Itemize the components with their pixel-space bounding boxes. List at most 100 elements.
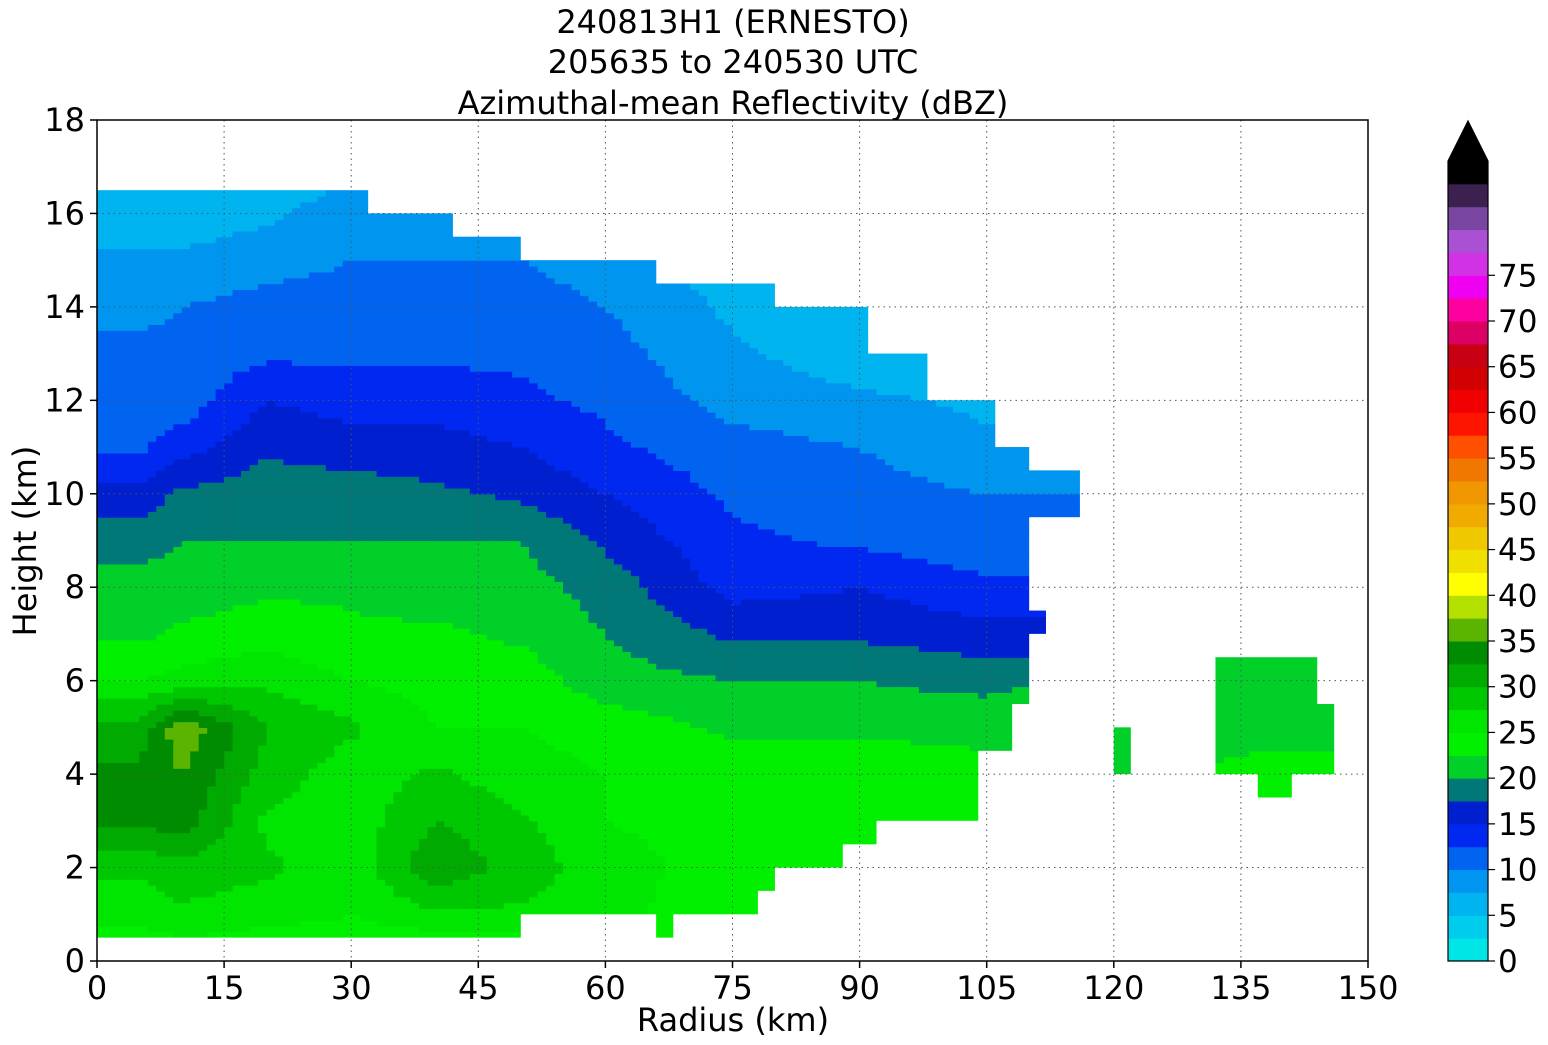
reflectivity-cell: [402, 610, 412, 618]
reflectivity-cell: [368, 505, 378, 512]
reflectivity-cell: [359, 540, 369, 547]
reflectivity-cell: [283, 324, 293, 331]
reflectivity-cell: [105, 283, 115, 290]
reflectivity-cell: [173, 236, 183, 244]
reflectivity-cell: [113, 306, 124, 314]
reflectivity-cell: [325, 809, 335, 816]
reflectivity-cell: [181, 394, 191, 401]
reflectivity-cell: [122, 201, 132, 209]
reflectivity-cell: [207, 616, 217, 623]
reflectivity-cell: [190, 505, 200, 512]
reflectivity-cell: [283, 709, 293, 717]
reflectivity-cell: [241, 441, 251, 448]
reflectivity-cell: [105, 458, 115, 466]
reflectivity-cell: [241, 306, 251, 314]
reflectivity-cell: [385, 680, 395, 688]
reflectivity-cell: [385, 593, 395, 600]
reflectivity-cell: [342, 750, 352, 758]
reflectivity-cell: [291, 341, 301, 349]
reflectivity-cell: [241, 558, 251, 565]
reflectivity-cell: [334, 855, 344, 863]
reflectivity-cell: [325, 879, 335, 886]
reflectivity-cell: [291, 511, 301, 518]
reflectivity-cell: [241, 826, 251, 834]
reflectivity-cell: [139, 855, 149, 863]
reflectivity-cell: [317, 260, 327, 267]
reflectivity-cell: [97, 663, 107, 670]
reflectivity-cell: [105, 254, 115, 261]
reflectivity-cell: [130, 785, 140, 793]
reflectivity-cell: [274, 593, 285, 600]
reflectivity-cell: [317, 668, 327, 676]
reflectivity-cell: [317, 704, 327, 711]
reflectivity-cell: [113, 604, 124, 612]
reflectivity-cell: [402, 902, 412, 910]
reflectivity-cell: [317, 832, 327, 839]
reflectivity-cell: [402, 283, 412, 290]
reflectivity-cell: [257, 890, 268, 898]
reflectivity-cell: [317, 709, 327, 717]
reflectivity-cell: [147, 330, 157, 337]
reflectivity-cell: [249, 563, 259, 571]
reflectivity-cell: [393, 505, 403, 512]
reflectivity-cell: [376, 558, 386, 565]
reflectivity-cell: [359, 429, 369, 436]
reflectivity-cell: [393, 779, 403, 787]
reflectivity-cell: [113, 271, 124, 279]
reflectivity-cell: [97, 668, 107, 676]
reflectivity-cell: [334, 692, 344, 699]
reflectivity-cell: [224, 476, 234, 483]
reflectivity-cell: [325, 604, 335, 612]
reflectivity-cell: [164, 330, 174, 337]
reflectivity-cell: [181, 400, 191, 407]
reflectivity-cell: [198, 382, 208, 390]
reflectivity-cell: [376, 686, 386, 693]
reflectivity-cell: [325, 225, 335, 232]
reflectivity-cell: [266, 505, 276, 512]
reflectivity-cell: [122, 820, 132, 828]
reflectivity-cell: [164, 394, 174, 401]
reflectivity-cell: [334, 213, 344, 220]
reflectivity-cell: [418, 219, 429, 226]
reflectivity-cell: [224, 353, 234, 361]
reflectivity-cell: [325, 558, 335, 565]
reflectivity-cell: [325, 260, 335, 267]
reflectivity-cell: [105, 277, 115, 285]
reflectivity-cell: [291, 680, 301, 688]
reflectivity-cell: [402, 347, 412, 355]
reflectivity-cell: [113, 633, 124, 641]
reflectivity-cell: [147, 242, 157, 250]
reflectivity-cell: [402, 826, 412, 834]
reflectivity-cell: [385, 774, 395, 781]
reflectivity-cell: [376, 301, 386, 308]
reflectivity-cell: [393, 371, 403, 378]
reflectivity-cell: [300, 779, 310, 787]
reflectivity-cell: [105, 593, 115, 600]
reflectivity-cell: [147, 686, 157, 693]
reflectivity-cell: [393, 727, 403, 734]
reflectivity-cell: [257, 195, 268, 203]
reflectivity-cell: [164, 511, 174, 518]
reflectivity-cell: [351, 476, 361, 483]
reflectivity-cell: [139, 412, 149, 419]
reflectivity-cell: [368, 388, 378, 396]
reflectivity-cell: [181, 762, 191, 769]
reflectivity-cell: [325, 201, 335, 209]
reflectivity-cell: [190, 715, 200, 723]
reflectivity-cell: [181, 207, 191, 215]
reflectivity-cell: [418, 435, 429, 442]
reflectivity-cell: [190, 575, 200, 582]
reflectivity-cell: [249, 470, 259, 477]
reflectivity-cell: [274, 336, 285, 343]
reflectivity-cell: [122, 733, 132, 740]
reflectivity-cell: [156, 301, 166, 308]
reflectivity-cell: [257, 336, 268, 343]
reflectivity-cell: [122, 715, 132, 723]
reflectivity-cell: [224, 546, 234, 553]
reflectivity-cell: [300, 376, 310, 384]
reflectivity-cell: [97, 289, 107, 296]
reflectivity-cell: [164, 809, 174, 816]
reflectivity-cell: [342, 785, 352, 793]
reflectivity-cell: [359, 622, 369, 629]
reflectivity-cell: [130, 826, 140, 834]
